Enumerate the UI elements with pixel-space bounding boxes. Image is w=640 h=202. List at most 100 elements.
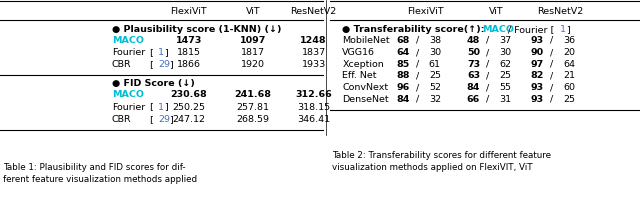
Text: Eff. Net: Eff. Net: [342, 72, 377, 80]
Text: 29: 29: [158, 60, 170, 69]
Text: 60: 60: [563, 83, 575, 92]
Text: 93: 93: [531, 83, 544, 92]
Text: 84: 84: [396, 95, 410, 104]
Text: 1248: 1248: [300, 36, 327, 45]
Text: /: /: [483, 36, 492, 45]
Text: /: /: [547, 48, 556, 57]
Text: 257.81: 257.81: [236, 103, 269, 112]
Text: [: [: [147, 103, 154, 112]
Text: 21: 21: [563, 72, 575, 80]
Text: FlexiViT: FlexiViT: [407, 7, 444, 16]
Text: 90: 90: [531, 48, 544, 57]
Text: 1815: 1815: [177, 48, 201, 57]
Text: 37: 37: [499, 36, 511, 45]
Text: 36: 36: [563, 36, 575, 45]
Text: 64: 64: [396, 48, 410, 57]
Text: DenseNet: DenseNet: [342, 95, 389, 104]
Text: 25: 25: [499, 72, 511, 80]
Text: ● Plausibility score (1-KNN) (↓): ● Plausibility score (1-KNN) (↓): [112, 25, 282, 34]
Text: ]: ]: [170, 60, 173, 69]
Text: ViT: ViT: [246, 7, 260, 16]
Text: [: [: [147, 48, 154, 57]
Text: 29: 29: [158, 115, 170, 124]
Text: 32: 32: [429, 95, 441, 104]
Text: 64: 64: [563, 60, 575, 69]
Text: 48: 48: [467, 36, 480, 45]
Text: 93: 93: [531, 36, 544, 45]
Text: 1: 1: [158, 48, 164, 57]
Text: ConvNext: ConvNext: [342, 83, 388, 92]
Text: 38: 38: [429, 36, 441, 45]
Text: 85: 85: [396, 60, 410, 69]
Text: ViT: ViT: [489, 7, 503, 16]
Text: 25: 25: [563, 95, 575, 104]
Text: /: /: [547, 72, 556, 80]
Text: 52: 52: [429, 83, 441, 92]
Text: VGG16: VGG16: [342, 48, 376, 57]
Text: 50: 50: [467, 48, 480, 57]
Text: /: /: [547, 60, 556, 69]
Text: ]: ]: [566, 25, 570, 34]
Text: /: /: [547, 83, 556, 92]
Text: 66: 66: [467, 95, 480, 104]
Text: 1866: 1866: [177, 60, 201, 69]
Text: CBR: CBR: [112, 115, 132, 124]
Text: 55: 55: [499, 83, 511, 92]
Text: ]: ]: [170, 115, 173, 124]
Text: ● FID Score (↓): ● FID Score (↓): [112, 79, 195, 88]
Text: /: /: [413, 36, 422, 45]
Text: /: /: [483, 72, 492, 80]
Text: [: [: [147, 115, 154, 124]
Text: MACO: MACO: [112, 36, 144, 45]
Text: /: /: [413, 48, 422, 57]
Text: / Fourier [: / Fourier [: [508, 25, 554, 34]
Text: 1920: 1920: [241, 60, 265, 69]
Text: 88: 88: [396, 72, 410, 80]
Text: /: /: [413, 72, 422, 80]
Text: /: /: [483, 83, 492, 92]
Text: [: [: [147, 60, 154, 69]
Text: 241.68: 241.68: [234, 90, 271, 99]
Text: 1: 1: [560, 25, 566, 34]
Text: MACO: MACO: [482, 25, 514, 34]
Text: 68: 68: [396, 36, 410, 45]
Text: 62: 62: [499, 60, 511, 69]
Text: 1817: 1817: [241, 48, 265, 57]
Text: ResNetV2: ResNetV2: [537, 7, 583, 16]
Text: 1473: 1473: [175, 36, 202, 45]
Text: 230.68: 230.68: [170, 90, 207, 99]
Text: 84: 84: [467, 83, 480, 92]
Text: Xception: Xception: [342, 60, 384, 69]
Text: 318.15: 318.15: [297, 103, 330, 112]
Text: MobileNet: MobileNet: [342, 36, 390, 45]
Text: /: /: [547, 36, 556, 45]
Text: 1933: 1933: [301, 60, 326, 69]
Text: /: /: [483, 60, 492, 69]
Text: 96: 96: [396, 83, 410, 92]
Text: ]: ]: [164, 103, 168, 112]
Text: 1837: 1837: [301, 48, 326, 57]
Text: FlexiViT: FlexiViT: [170, 7, 207, 16]
Text: 63: 63: [467, 72, 480, 80]
Text: 61: 61: [429, 60, 441, 69]
Text: 247.12: 247.12: [172, 115, 205, 124]
Text: 31: 31: [499, 95, 511, 104]
Text: /: /: [547, 95, 556, 104]
Text: /: /: [413, 83, 422, 92]
Text: Fourier: Fourier: [112, 103, 145, 112]
Text: /: /: [483, 95, 492, 104]
Text: ResNetV2: ResNetV2: [291, 7, 337, 16]
Text: 250.25: 250.25: [172, 103, 205, 112]
Text: Table 1: Plausibility and FID scores for dif-
ferent feature visualization metho: Table 1: Plausibility and FID scores for…: [3, 163, 197, 184]
Text: /: /: [413, 60, 422, 69]
Text: 1097: 1097: [239, 36, 266, 45]
Text: Fourier: Fourier: [112, 48, 145, 57]
Text: 268.59: 268.59: [236, 115, 269, 124]
Text: 93: 93: [531, 95, 544, 104]
Text: MACO: MACO: [112, 90, 144, 99]
Text: ]: ]: [164, 48, 168, 57]
Text: 20: 20: [563, 48, 575, 57]
Text: 346.41: 346.41: [297, 115, 330, 124]
Text: ● Transferability score(↑):: ● Transferability score(↑):: [342, 25, 488, 34]
Text: 1: 1: [158, 103, 164, 112]
